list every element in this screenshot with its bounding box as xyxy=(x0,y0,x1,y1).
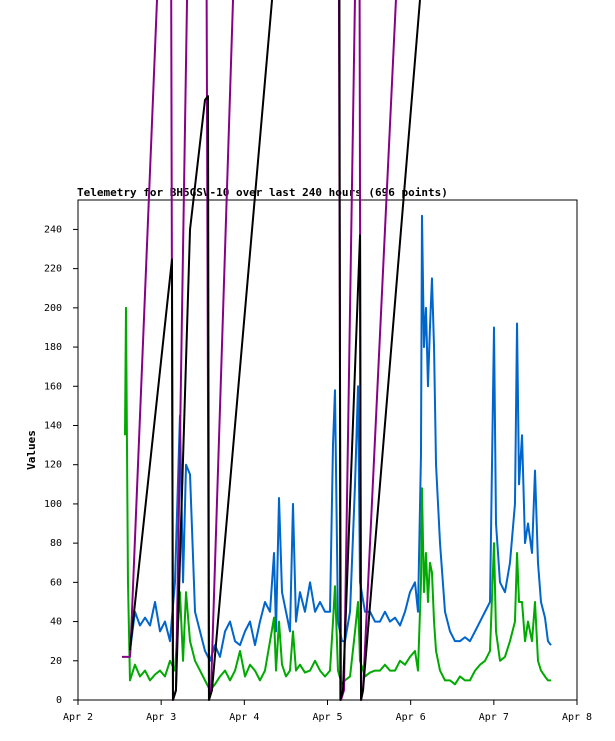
x-tick-label: Apr 3 xyxy=(146,712,176,723)
series-line xyxy=(128,214,552,662)
y-tick-label: 240 xyxy=(44,224,62,235)
x-tick-label: Apr 8 xyxy=(562,712,592,723)
y-tick-label: 40 xyxy=(50,617,62,628)
y-tick-label: 180 xyxy=(44,342,62,353)
y-tick-label: 160 xyxy=(44,381,62,392)
y-tick-label: 20 xyxy=(50,656,62,667)
chart-title: Telemetry for BH5GSV-10 over last 240 ho… xyxy=(77,186,448,199)
x-tick-label: Apr 2 xyxy=(63,712,93,723)
y-tick-label: 200 xyxy=(44,303,62,314)
x-tick-label: Apr 4 xyxy=(229,712,259,723)
x-tick-label: Apr 5 xyxy=(312,712,342,723)
y-tick-label: 60 xyxy=(50,577,62,588)
y-tick-label: 100 xyxy=(44,499,62,510)
y-tick-label: 80 xyxy=(50,538,62,549)
y-tick-label: 140 xyxy=(44,420,62,431)
y-tick-label: 0 xyxy=(56,695,62,706)
series-line xyxy=(128,0,421,701)
plot-frame xyxy=(77,199,578,701)
series-line xyxy=(123,306,551,692)
x-tick-label: Apr 6 xyxy=(396,712,426,723)
y-tick-label: 120 xyxy=(44,460,62,471)
y-tick-label: 220 xyxy=(44,264,62,275)
y-axis-label: Values xyxy=(25,430,38,470)
x-tick-label: Apr 7 xyxy=(479,712,509,723)
